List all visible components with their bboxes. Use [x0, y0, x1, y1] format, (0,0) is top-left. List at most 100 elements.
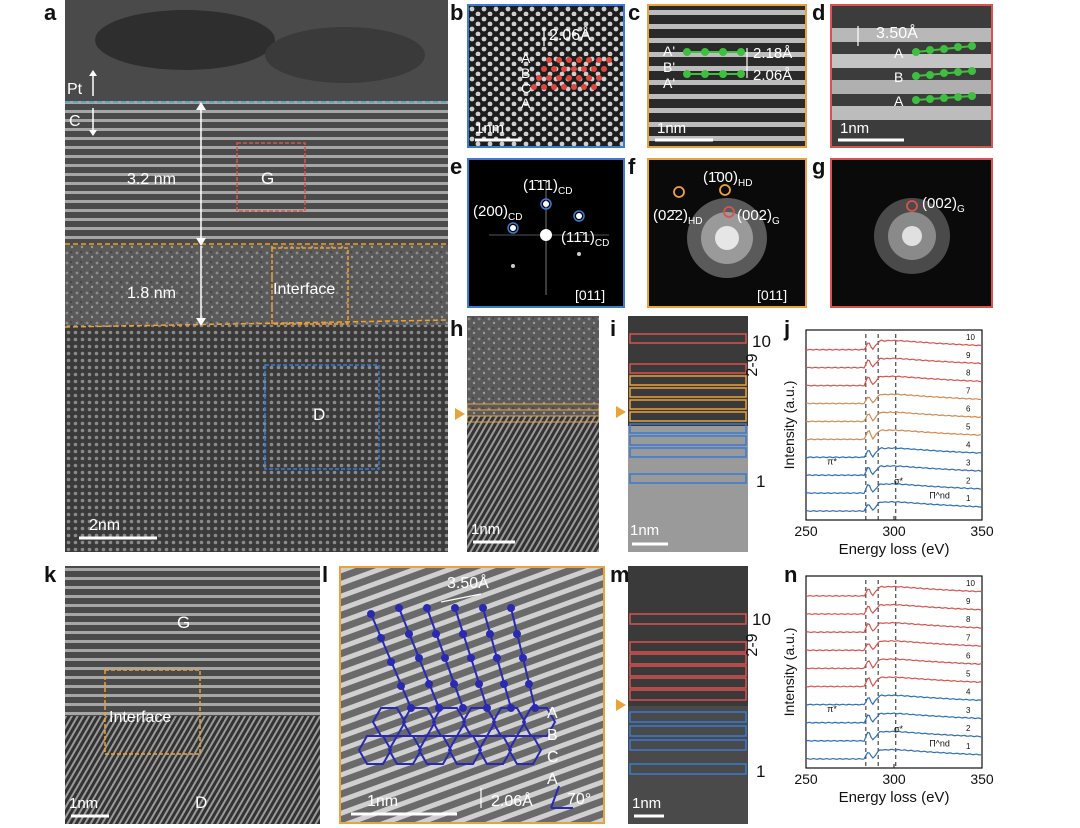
- i-label-top: 10: [752, 332, 771, 351]
- panel-letter-k: k: [44, 562, 57, 587]
- box-d-label: D: [313, 405, 325, 424]
- series-line-3: [805, 712, 983, 724]
- f-spot-top: (1̄00)HD: [703, 169, 752, 189]
- y-axis-label: Intensity (a.u.): [781, 628, 797, 717]
- series-label-6: 6: [966, 405, 971, 414]
- eels-chart-j: 10 9 8 7 6 5 4 3 2 1 250 300 350 Energy loss (eV) Inte…: [781, 329, 994, 558]
- x-axis-label: Energy loss (eV): [839, 789, 950, 806]
- x-tick-label: 300: [882, 771, 906, 787]
- series-line-4: [805, 447, 983, 459]
- l-scalebar-label: 1nm: [367, 793, 398, 810]
- b-stack-c: C: [521, 80, 531, 96]
- f-zone-axis: [011]: [757, 287, 787, 303]
- f-spot-left: (02̄2)HD: [653, 207, 702, 227]
- series-label-8: 8: [966, 615, 971, 624]
- series-line-10: [805, 339, 983, 351]
- series-line-7: [806, 640, 983, 652]
- series-line-9: [805, 357, 983, 369]
- series-line-1: [805, 500, 983, 513]
- panel-letter-b: b: [450, 0, 464, 25]
- l-spacing-top: 3.50Å: [447, 573, 489, 592]
- i-interface-marker: [616, 406, 626, 418]
- d-stack-a2: A: [894, 93, 904, 109]
- annotation-pi: π*: [827, 456, 837, 466]
- i-label-mid: 2-9: [744, 353, 761, 377]
- series-label-2: 2: [966, 476, 971, 485]
- l-stack-b: B: [547, 727, 558, 744]
- d-scalebar-label: 1nm: [840, 120, 869, 137]
- thickness-bottom-label: 1.8 nm: [127, 285, 176, 302]
- l-stack-a2: A: [547, 771, 558, 788]
- m-scalebar-label: 1nm: [632, 795, 661, 812]
- panel-letter-g: g: [812, 154, 826, 179]
- panel-m-image: 1nm: [628, 566, 748, 824]
- k-label-interface: Interface: [109, 709, 171, 726]
- d-spacing-label: 3.50Å: [876, 23, 918, 42]
- k-label-d: D: [195, 793, 207, 812]
- thickness-top-label: 3.2 nm: [127, 171, 176, 188]
- pt-label: Pt: [67, 81, 83, 98]
- m-label-mid: 2-9: [744, 633, 761, 657]
- b-stack-a2: A: [521, 95, 531, 111]
- k-scalebar-label: 1nm: [69, 795, 98, 812]
- panel-letter-e: e: [450, 154, 463, 179]
- panel-letter-c: c: [628, 0, 641, 25]
- m-interface-marker: [616, 699, 626, 711]
- series-line-2: [805, 730, 983, 742]
- series-label-1: 1: [966, 742, 971, 751]
- annotation-sigma: σ*: [894, 724, 904, 734]
- series-label-3: 3: [966, 458, 971, 467]
- series-label-9: 9: [966, 597, 971, 606]
- panel-letter-i: i: [610, 316, 617, 341]
- m-label-top: 10: [752, 610, 771, 629]
- panel-b-image: 2.06Å A B C A 1nm: [467, 4, 625, 148]
- panel-g-image: (002)G: [830, 158, 993, 308]
- annotation-nd: Π^nd: [929, 738, 950, 748]
- series-label-7: 7: [966, 633, 971, 642]
- annotation-sigma: σ*: [894, 476, 904, 486]
- c-scalebar-label: 1nm: [657, 120, 686, 137]
- series-label-9: 9: [966, 351, 971, 360]
- x-axis-label: Energy loss (eV): [839, 541, 950, 558]
- e-spot-top: (1̄1̄1)CD: [523, 177, 572, 197]
- series-label-10: 10: [966, 333, 975, 342]
- b-spacing-label: 2.06Å: [549, 25, 591, 44]
- l-stack-a1: A: [547, 705, 558, 722]
- series-line-7: [806, 393, 983, 405]
- annotation-pi: π*: [827, 704, 837, 714]
- m-label-bottom: 1: [756, 762, 766, 781]
- box-interface-label: Interface: [273, 281, 335, 298]
- series-line-5: [805, 429, 983, 441]
- series-line-9: [805, 603, 983, 616]
- e-spot-left: (200)CD: [473, 203, 522, 223]
- panel-f-image: (1̄00)HD (02̄2)HD (002)G [011]: [647, 158, 807, 308]
- e-zone-axis: [011]: [575, 287, 605, 303]
- series-label-7: 7: [966, 387, 971, 396]
- h-interface-marker: [455, 408, 465, 420]
- series-label-10: 10: [966, 579, 975, 588]
- c-spacing2-label: 2.06Å: [753, 67, 792, 84]
- series-line-6: [805, 658, 983, 670]
- c-stack-a2: A': [663, 75, 675, 91]
- l-stack-c: C: [547, 749, 559, 766]
- g-spot: (002)G: [922, 195, 965, 215]
- series-label-5: 5: [966, 670, 971, 679]
- i-scalebar-label: 1nm: [630, 522, 659, 539]
- f-spot-right: (002)G: [737, 207, 780, 227]
- e-spot-right: (11̄1)CD: [561, 229, 609, 249]
- series-line-1: [805, 748, 983, 760]
- series-label-5: 5: [966, 422, 971, 431]
- series-line-6: [805, 411, 983, 423]
- panel-h-image: 1nm: [467, 316, 599, 552]
- c-stack-a1: A': [663, 43, 675, 59]
- x-tick-label: 250: [794, 523, 818, 539]
- x-tick-label: 350: [970, 771, 994, 787]
- panel-letter-n: n: [784, 562, 798, 587]
- panel-letter-j: j: [784, 316, 791, 341]
- series-label-6: 6: [966, 651, 971, 660]
- i-label-bottom: 1: [756, 472, 766, 491]
- d-stack-b: B: [894, 69, 903, 85]
- series-line-3: [805, 464, 983, 477]
- d-stack-a1: A: [894, 45, 904, 61]
- series-label-4: 4: [966, 688, 971, 697]
